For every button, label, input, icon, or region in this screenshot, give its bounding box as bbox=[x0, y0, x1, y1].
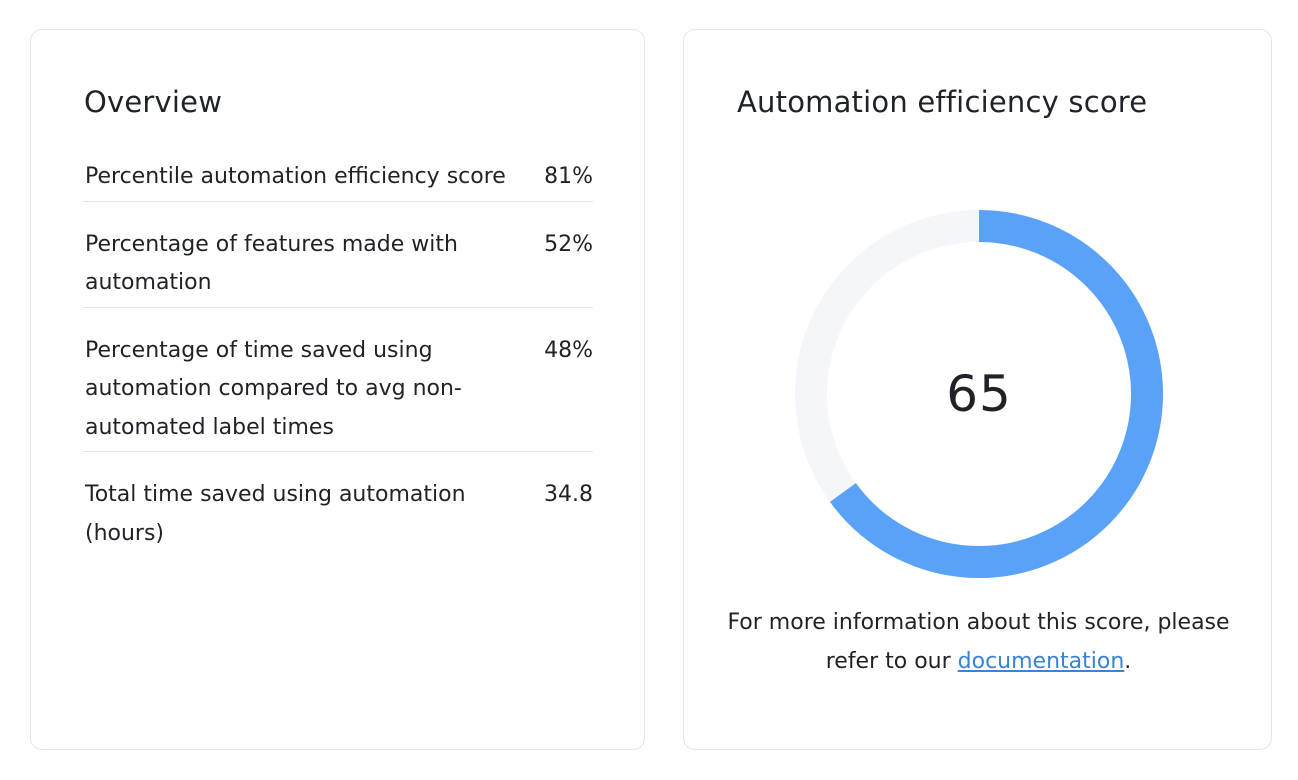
metric-value: 52% bbox=[544, 231, 593, 257]
documentation-link[interactable]: documentation bbox=[957, 649, 1125, 674]
overview-card: Overview Percentile automation efficienc… bbox=[30, 29, 645, 750]
metric-value: 81% bbox=[544, 164, 593, 189]
metric-label: Percentile automation efficiency score bbox=[85, 164, 506, 189]
score-card: Automation efficiency score 65 For more … bbox=[683, 29, 1272, 750]
donut-fill bbox=[795, 210, 1163, 578]
metrics-list: Percentile automation efficiency score 8… bbox=[83, 158, 593, 581]
score-value: 65 bbox=[946, 365, 1012, 423]
metric-label: Percentage of time saved using automatio… bbox=[85, 337, 462, 440]
metric-label: Percentage of features made with automat… bbox=[85, 231, 458, 296]
metric-value: 34.8 bbox=[544, 482, 593, 507]
score-info-text: For more information about this score, p… bbox=[724, 603, 1233, 681]
score-info-prefix: For more information about this score, p… bbox=[727, 610, 1230, 674]
metric-row-time-saved-percentage: Percentage of time saved using automatio… bbox=[83, 332, 593, 452]
score-info-suffix: . bbox=[1124, 649, 1132, 674]
metric-label: Total time saved using automation (hours… bbox=[85, 482, 466, 546]
metric-row-percentile-score: Percentile automation efficiency score 8… bbox=[83, 158, 593, 202]
overview-title: Overview bbox=[84, 85, 223, 119]
score-donut bbox=[795, 210, 1163, 578]
score-title: Automation efficiency score bbox=[737, 85, 1148, 119]
metric-row-total-time-saved: Total time saved using automation (hours… bbox=[83, 476, 593, 557]
metric-value: 48% bbox=[544, 337, 593, 363]
metric-row-features-automated: Percentage of features made with automat… bbox=[83, 226, 593, 308]
